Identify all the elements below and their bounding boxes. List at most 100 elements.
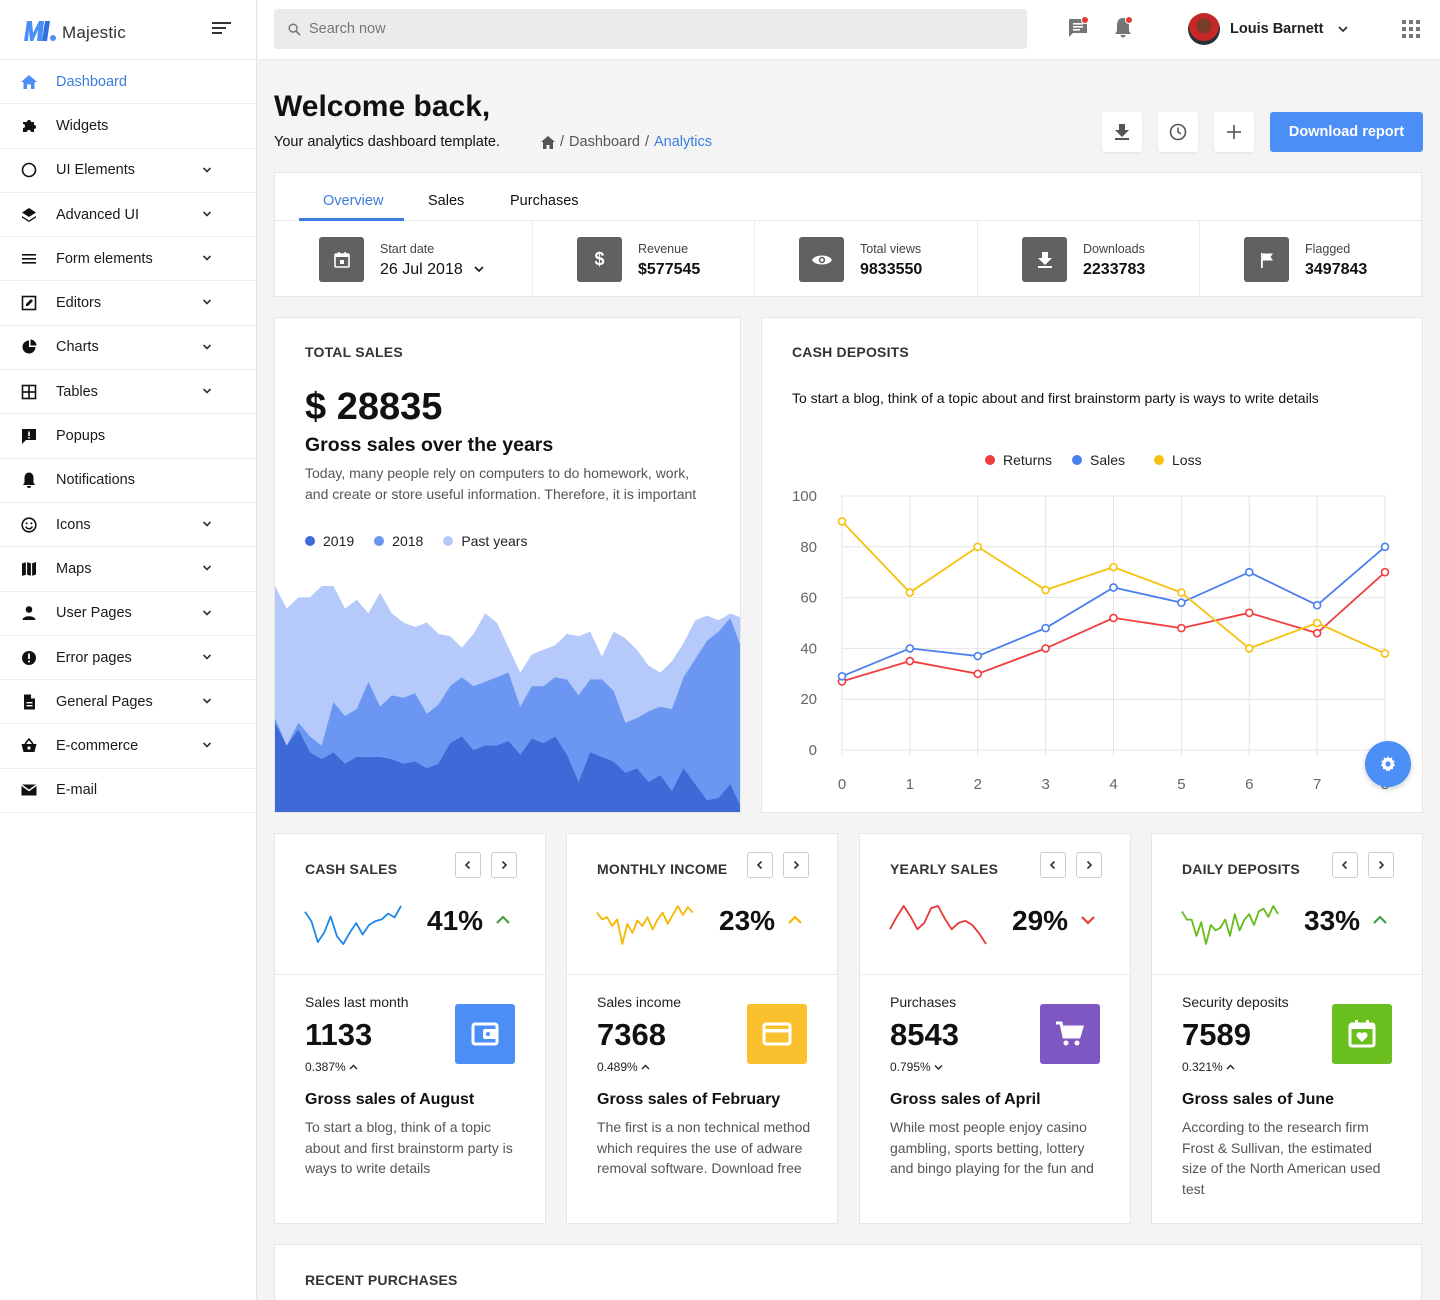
next-button[interactable] (1368, 852, 1394, 878)
sidebar-item-maps[interactable]: Maps (0, 547, 256, 592)
prev-button[interactable] (1040, 852, 1066, 878)
add-button[interactable] (1214, 112, 1254, 152)
stat-value[interactable]: 26 Jul 2018 (380, 261, 485, 279)
card-text: The first is a non technical method whic… (597, 1119, 811, 1176)
card-title: RECENT PURCHASES (305, 1272, 458, 1288)
sidebar-item-label: Charts (56, 339, 99, 356)
sidebar-item-label: User Pages (56, 605, 132, 622)
x-tick-label: 2 (974, 776, 982, 793)
legend-dot (985, 455, 995, 465)
sidebar-item-e-mail[interactable]: E-mail (0, 769, 256, 814)
sidebar-item-form-elements[interactable]: Form elements (0, 237, 256, 282)
area-series-2019 (275, 722, 740, 812)
sidebar-item-e-commerce[interactable]: E-commerce (0, 724, 256, 769)
chevron-down-icon[interactable] (202, 563, 212, 573)
search-box[interactable] (274, 9, 1027, 49)
sidebar-item-label: Maps (56, 560, 92, 577)
tab-overview[interactable]: Overview (323, 193, 384, 209)
tab-sales[interactable]: Sales (428, 193, 465, 209)
prev-button[interactable] (747, 852, 773, 878)
chevron-down-icon[interactable] (202, 342, 212, 352)
chevron-down-icon[interactable] (202, 165, 212, 175)
majestic-logo-icon[interactable] (22, 17, 58, 43)
file-icon (20, 693, 38, 711)
sidebar-item-editors[interactable]: Editors (0, 281, 256, 326)
menu-toggle-icon[interactable] (212, 20, 232, 36)
chevron-down-icon[interactable] (202, 209, 212, 219)
legend-item-past-years[interactable]: Past years (443, 533, 527, 549)
total-sales-amount: $ 28835 (305, 386, 443, 428)
sidebar-item-label: Editors (56, 295, 102, 312)
stat-label: Start date (380, 242, 435, 256)
user-menu[interactable]: Louis Barnett (1188, 13, 1349, 45)
sidebar-item-advanced-ui[interactable]: Advanced UI (0, 193, 256, 238)
sidebar-item-ui-elements[interactable]: UI Elements (0, 149, 256, 193)
sparkline-chart (889, 905, 987, 945)
sidebar-item-user-pages[interactable]: User Pages (0, 592, 256, 636)
edit-box-icon (20, 294, 38, 312)
card-text: While most people enjoy casino gambling,… (890, 1119, 1094, 1176)
chevron-down-icon[interactable] (202, 297, 212, 307)
card-title: CASH SALES (305, 861, 398, 877)
card-title: TOTAL SALES (305, 344, 403, 360)
sidebar-item-charts[interactable]: Charts (0, 326, 256, 371)
sidebar-item-notifications[interactable]: Notifications (0, 459, 256, 503)
next-button[interactable] (491, 852, 517, 878)
chevron-down-icon[interactable] (202, 519, 212, 529)
next-button[interactable] (1076, 852, 1102, 878)
sidebar-item-general-pages[interactable]: General Pages (0, 680, 256, 725)
sidebar-item-tables[interactable]: Tables (0, 370, 256, 415)
metric-change: 0.795% (890, 1060, 943, 1074)
sparkline (304, 905, 402, 945)
page-title: Welcome back, (274, 90, 491, 123)
trend-up-icon (1373, 915, 1387, 924)
prev-button[interactable] (1332, 852, 1358, 878)
tab-purchases[interactable]: Purchases (510, 193, 579, 209)
sidebar-item-label: Dashboard (56, 73, 127, 90)
chevron-down-icon[interactable] (202, 740, 212, 750)
stat-start-date[interactable]: Start date 26 Jul 2018 (275, 221, 533, 297)
next-button[interactable] (783, 852, 809, 878)
notifications-button[interactable] (1111, 16, 1137, 42)
sidebar-item-widgets[interactable]: Widgets (0, 104, 256, 149)
yearly-sales-card: YEARLY SALES 29% Purchases 8543 0.795% G… (859, 833, 1131, 1224)
chevron-down-icon[interactable] (202, 652, 212, 662)
download-button[interactable] (1102, 112, 1142, 152)
breadcrumb-analytics[interactable]: Analytics (654, 134, 713, 150)
plus-icon (1227, 125, 1241, 139)
metric-change: 0.489% (597, 1060, 650, 1074)
messages-button[interactable] (1066, 16, 1092, 42)
prev-button[interactable] (455, 852, 481, 878)
cash-deposits-card: CASH DEPOSITS To start a blog, think of … (761, 317, 1423, 813)
home-icon[interactable] (541, 135, 555, 149)
legend-dot (374, 536, 385, 546)
chevron-down-icon[interactable] (473, 264, 485, 274)
legend-item-2019[interactable]: 2019 (305, 533, 354, 549)
breadcrumb-dashboard[interactable]: Dashboard (569, 134, 640, 150)
topbar: Louis Barnett (258, 0, 1440, 60)
sidebar-item-popups[interactable]: Popups (0, 414, 256, 459)
y-tick-label: 0 (809, 742, 817, 759)
chevron-down-icon[interactable] (202, 386, 212, 396)
sidebar-item-icons[interactable]: Icons (0, 503, 256, 548)
chevron-down-icon[interactable] (202, 696, 212, 706)
sidebar-item-error-pages[interactable]: Error pages (0, 636, 256, 681)
card-text: To start a blog, think of a topic about … (305, 1119, 513, 1176)
search-input[interactable] (309, 21, 909, 37)
trend-down-icon (1081, 916, 1095, 925)
avatar[interactable] (1188, 13, 1220, 45)
settings-fab[interactable] (1365, 741, 1411, 787)
chevron-down-icon[interactable] (202, 608, 212, 618)
apps-grid-icon[interactable] (1402, 20, 1420, 38)
legend-item-2018[interactable]: 2018 (374, 533, 423, 549)
history-button[interactable] (1158, 112, 1198, 152)
sidebar-item-dashboard[interactable]: Dashboard (0, 60, 256, 105)
chevron-right-icon (501, 860, 508, 870)
data-point (973, 542, 983, 552)
legend-dot (443, 536, 454, 546)
total-sales-description: Today, many people rely on computers to … (305, 465, 697, 502)
card-icon (747, 1004, 807, 1064)
chevron-down-icon[interactable] (1337, 23, 1349, 35)
chevron-down-icon[interactable] (202, 253, 212, 263)
download-report-button[interactable]: Download report (1270, 112, 1423, 152)
